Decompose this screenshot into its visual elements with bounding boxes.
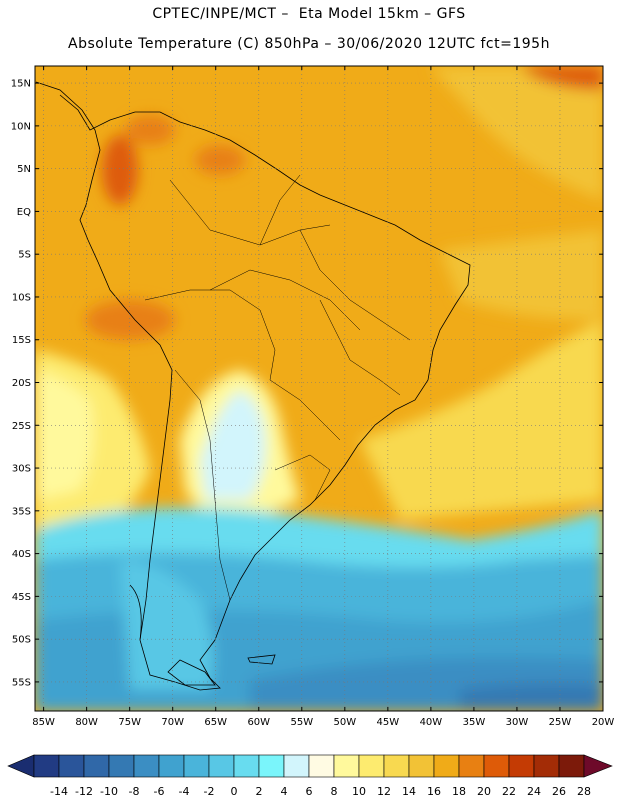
- colorbar-label: 14: [402, 785, 416, 798]
- colorbar: -14 -12 -10 -8 -6 -4 -2 0 2 4 6 8 10 12 14 16 18 20 22 24 26…: [7, 754, 613, 798]
- colorbar-swatch: [333, 754, 360, 778]
- colorbar-swatch: [508, 754, 535, 778]
- coastlines: [35, 81, 471, 691]
- lon-label: 60W: [247, 717, 270, 728]
- lat-label: 40S: [12, 549, 31, 560]
- lon-label: 35W: [463, 717, 486, 728]
- colorbar-swatch: [208, 754, 235, 778]
- lat-label: 10S: [12, 292, 31, 303]
- colorbar-label: 22: [502, 785, 516, 798]
- colorbar-label: 6: [306, 785, 313, 798]
- colorbar-label: -2: [204, 785, 215, 798]
- colorbar-swatch: [408, 754, 435, 778]
- lon-label: 65W: [204, 717, 227, 728]
- colorbar-label: -14: [50, 785, 68, 798]
- colorbar-label: 20: [477, 785, 491, 798]
- colorbar-swatch: [283, 754, 310, 778]
- colorbar-swatch: [433, 754, 460, 778]
- temperature-field: [35, 66, 603, 711]
- colorbar-label: 10: [352, 785, 366, 798]
- colorbar-label: 16: [427, 785, 441, 798]
- lon-label: 55W: [290, 717, 313, 728]
- lon-label: 70W: [161, 717, 184, 728]
- colorbar-label: -4: [179, 785, 190, 798]
- colorbar-low-arrow: [7, 754, 35, 778]
- lon-label: 75W: [118, 717, 141, 728]
- colorbar-swatch: [133, 754, 160, 778]
- lat-label: 5N: [17, 164, 31, 175]
- colorbar-swatch: [58, 754, 85, 778]
- map-frame: [34, 65, 604, 712]
- colorbar-label: -12: [75, 785, 93, 798]
- colorbar-label: -8: [129, 785, 140, 798]
- colorbar-swatch: [183, 754, 210, 778]
- lon-label: 40W: [420, 717, 443, 728]
- axis-ticks: 15N 10N 5N EQ 5S 10S 15S 20S 25S 30S 35S 40S 45S 50S 5…: [11, 66, 615, 728]
- lat-label: 50S: [12, 635, 31, 646]
- colorbar-label: 2: [256, 785, 263, 798]
- colorbar-label: 26: [552, 785, 566, 798]
- lat-lon-grid: [35, 66, 603, 711]
- colorbar-label: 0: [231, 785, 238, 798]
- lat-label: EQ: [17, 207, 31, 218]
- lon-label: 30W: [506, 717, 529, 728]
- colorbar-label: -10: [100, 785, 118, 798]
- lat-label: 25S: [12, 421, 31, 432]
- lat-label: 45S: [12, 592, 31, 603]
- colorbar-swatch: [358, 754, 385, 778]
- lat-label: 5S: [18, 250, 31, 261]
- colorbar-swatch: [83, 754, 110, 778]
- colorbar-swatch: [33, 754, 60, 778]
- colorbar-label: -6: [154, 785, 165, 798]
- colorbar-label: 4: [281, 785, 288, 798]
- map-subtitle: Absolute Temperature (C) 850hPa – 30/06/…: [68, 36, 550, 52]
- colorbar-swatch: [533, 754, 560, 778]
- colorbar-swatch: [458, 754, 485, 778]
- country-borders: [144, 174, 411, 601]
- colorbar-swatch: [383, 754, 410, 778]
- map-title: CPTEC/INPE/MCT – Eta Model 15km – GFS: [152, 6, 466, 22]
- lat-label: 15S: [12, 335, 31, 346]
- lon-label: 20W: [592, 717, 615, 728]
- colorbar-swatch: [558, 754, 585, 778]
- lat-label: 35S: [12, 506, 31, 517]
- lon-label: 85W: [32, 717, 55, 728]
- colorbar-swatch: [108, 754, 135, 778]
- colorbar-swatch: [233, 754, 260, 778]
- lon-label: 25W: [549, 717, 572, 728]
- lat-label: 15N: [11, 79, 31, 90]
- colorbar-label: 12: [377, 785, 391, 798]
- colorbar-label: 8: [331, 785, 338, 798]
- lon-label: 45W: [377, 717, 400, 728]
- colorbar-swatch: [158, 754, 185, 778]
- colorbar-swatch: [483, 754, 510, 778]
- lat-label: 20S: [12, 378, 31, 389]
- colorbar-label: 18: [452, 785, 466, 798]
- colorbar-label: 28: [577, 785, 591, 798]
- lat-label: 55S: [12, 677, 31, 688]
- colorbar-swatch: [258, 754, 285, 778]
- lat-label: 10N: [11, 121, 31, 132]
- colorbar-label: 24: [527, 785, 541, 798]
- colorbar-swatch: [308, 754, 335, 778]
- lon-label: 50W: [334, 717, 357, 728]
- lon-label: 80W: [75, 717, 98, 728]
- colorbar-high-arrow: [583, 754, 613, 778]
- lat-label: 30S: [12, 464, 31, 475]
